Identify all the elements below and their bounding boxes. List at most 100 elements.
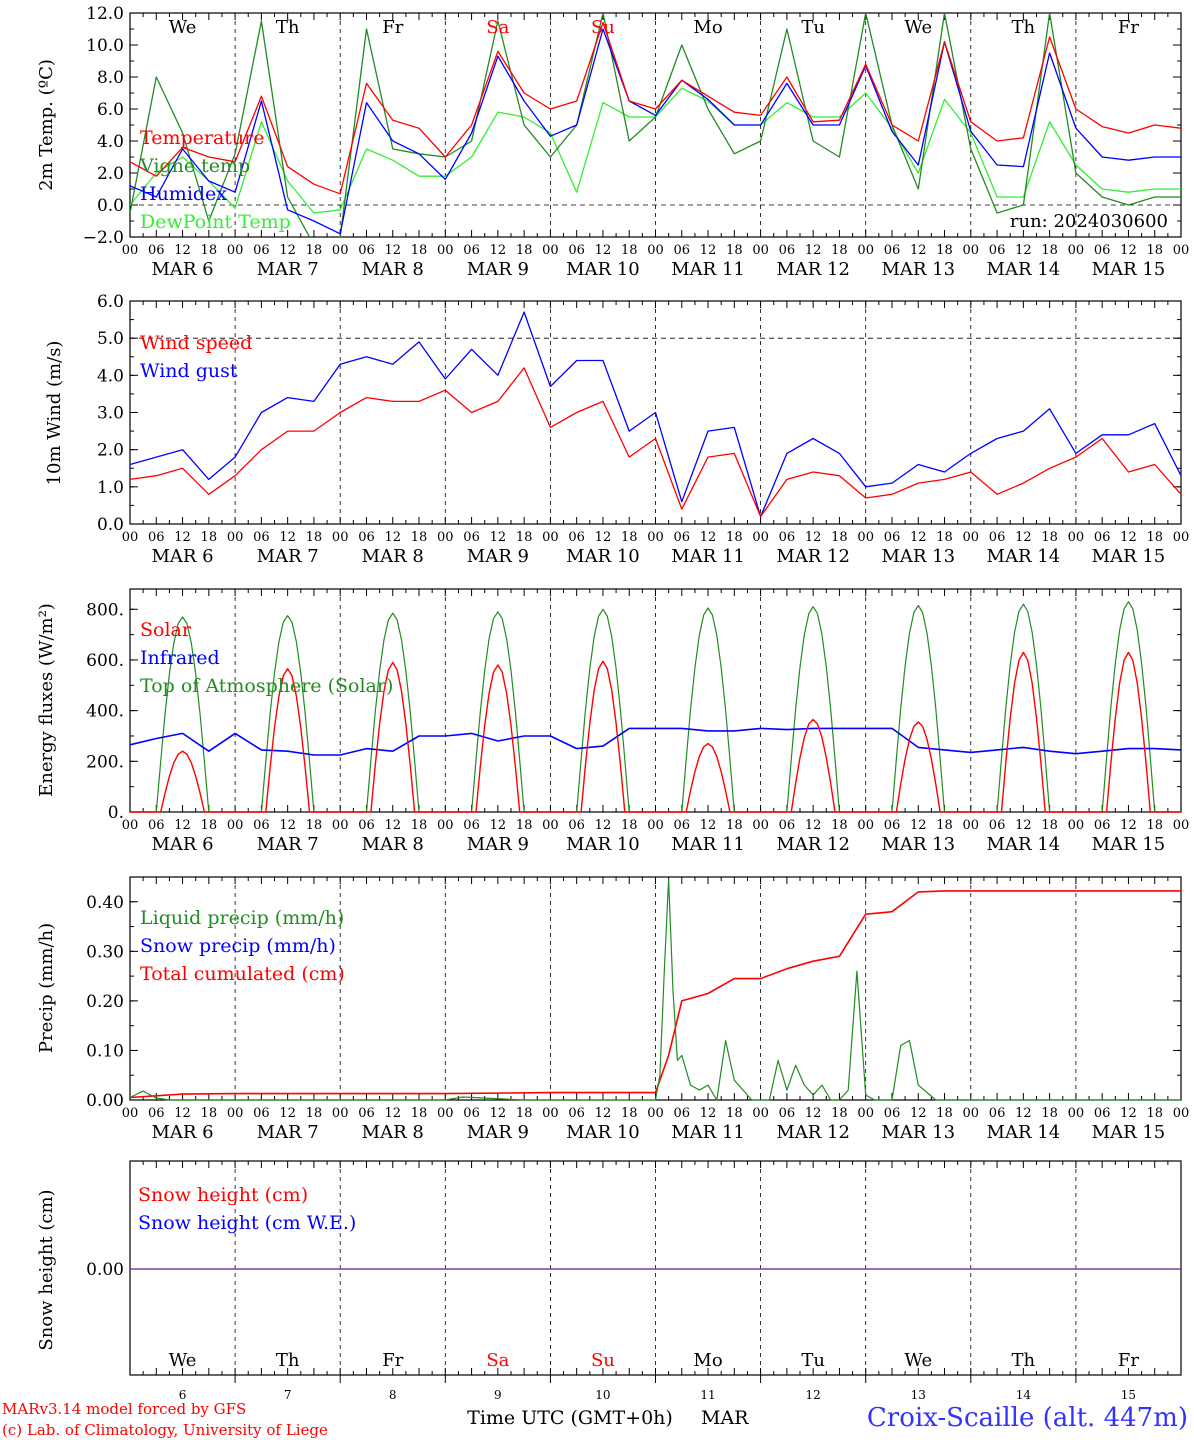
x-hour-label: 00	[963, 530, 980, 545]
x-hour-label: 18	[1041, 530, 1058, 545]
x-hour-label: 00	[752, 818, 769, 833]
x-hour-label: 12	[910, 243, 927, 258]
x-hour-label: 00	[332, 530, 349, 545]
x-hour-label: 00	[227, 530, 244, 545]
x-hour-label: 18	[1146, 530, 1163, 545]
x-hour-label: 18	[1041, 1106, 1058, 1121]
x-date-label: MAR 7	[257, 1122, 319, 1143]
x-hour-label: 06	[358, 243, 375, 258]
x-hour-label: 12	[1015, 818, 1032, 833]
x-hour-label: 00	[1173, 243, 1190, 258]
day-label: Fr	[382, 17, 403, 38]
x-hour-label: 18	[306, 530, 323, 545]
day-label: Fr	[382, 1350, 403, 1371]
x-hour-label: 12	[1120, 1106, 1137, 1121]
x-hour-label: 06	[674, 530, 691, 545]
x-hour-label: 12	[174, 243, 191, 258]
x-hour-label: 06	[358, 818, 375, 833]
x-date-label: MAR 14	[987, 546, 1061, 567]
station-title: Croix-Scaille (alt. 447m)	[867, 1403, 1188, 1433]
legend-entry: Snow height (cm)	[138, 1184, 308, 1206]
day-label: Fr	[1118, 1350, 1139, 1371]
y-tick-label: 6.0	[97, 292, 124, 312]
x-hour-label: 00	[437, 243, 454, 258]
x-hour-label: 00	[122, 530, 139, 545]
day-label: Th	[276, 17, 300, 38]
x-hour-label: 00	[963, 1106, 980, 1121]
x-hour-label: 12	[1120, 243, 1137, 258]
x-hour-label: 06	[358, 530, 375, 545]
x-hour-label: 06	[989, 818, 1006, 833]
day-number: 8	[389, 1388, 397, 1402]
series-line-humidex	[130, 28, 1181, 235]
x-hour-label: 00	[542, 1106, 559, 1121]
x-hour-label: 12	[174, 818, 191, 833]
series-group	[130, 21, 1181, 195]
x-hour-label: 00	[332, 1106, 349, 1121]
y-tick-label: 2.0	[97, 164, 124, 184]
x-hour-label: 06	[463, 1106, 480, 1121]
x-date-label: MAR 6	[151, 834, 213, 855]
y-tick-label: 12.0	[86, 4, 124, 24]
x-hour-label: 18	[306, 818, 323, 833]
x-date-label: MAR 11	[671, 834, 745, 855]
x-hour-label: 00	[857, 243, 874, 258]
y-tick-label: 0.40	[86, 893, 124, 913]
series-line-solar	[130, 651, 1181, 813]
x-hour-label: 00	[227, 243, 244, 258]
y-tick-label: 10.0	[86, 36, 124, 56]
x-hour-label: 12	[490, 818, 507, 833]
y-tick-label: 4.0	[97, 366, 124, 386]
x-hour-label: 12	[1120, 530, 1137, 545]
x-hour-label: 06	[989, 1106, 1006, 1121]
x-hour-label: 00	[542, 818, 559, 833]
y-tick-label: 0.0	[97, 196, 124, 216]
y-tick-label: 4.0	[97, 132, 124, 152]
day-label: Mo	[693, 1350, 722, 1371]
day-number: 13	[911, 1388, 926, 1402]
series-line-liquid-precip	[129, 878, 1181, 1101]
x-hour-label: 06	[779, 1106, 796, 1121]
x-hour-label: 06	[358, 1106, 375, 1121]
x-hour-label: 18	[936, 243, 953, 258]
x-hour-label: 12	[279, 243, 296, 258]
x-hour-label: 00	[542, 530, 559, 545]
x-hour-label: 18	[516, 818, 533, 833]
legend-entry: Humidex	[140, 183, 227, 205]
x-hour-label: 12	[700, 818, 717, 833]
day-label: Th	[276, 1350, 300, 1371]
x-hour-label: 00	[122, 818, 139, 833]
x-date-label: MAR 8	[362, 1122, 424, 1143]
day-number: 15	[1121, 1388, 1136, 1402]
x-date-label: MAR 10	[566, 834, 640, 855]
x-date-label: MAR 15	[1092, 546, 1166, 567]
day-label: We	[169, 17, 197, 38]
y-tick-label: −2.0	[83, 228, 124, 248]
x-hour-label: 12	[1015, 530, 1032, 545]
y-tick-label: 2.0	[97, 441, 124, 461]
x-date-label: MAR 13	[881, 546, 955, 567]
x-axis-month: MAR	[701, 1407, 749, 1429]
x-hour-label: 18	[411, 818, 428, 833]
x-date-label: MAR 13	[881, 834, 955, 855]
x-date-label: MAR 12	[776, 259, 850, 280]
x-date-label: MAR 8	[362, 834, 424, 855]
x-hour-label: 06	[253, 1106, 270, 1121]
series-line-temperature	[130, 21, 1181, 195]
day-number: 10	[595, 1388, 610, 1402]
y-tick-label: 0.	[108, 803, 124, 823]
x-hour-label: 06	[779, 530, 796, 545]
x-hour-label: 12	[805, 243, 822, 258]
x-hour-label: 00	[437, 818, 454, 833]
day-label: Mo	[693, 17, 722, 38]
x-hour-label: 12	[910, 530, 927, 545]
x-date-label: MAR 10	[566, 546, 640, 567]
day-label: We	[904, 17, 932, 38]
legend-entry: Top of Atmosphere (Solar)	[140, 675, 393, 697]
x-hour-label: 12	[174, 530, 191, 545]
x-hour-label: 18	[516, 1106, 533, 1121]
day-label: Su	[591, 17, 615, 38]
day-number: 12	[806, 1388, 821, 1402]
x-hour-label: 12	[490, 243, 507, 258]
